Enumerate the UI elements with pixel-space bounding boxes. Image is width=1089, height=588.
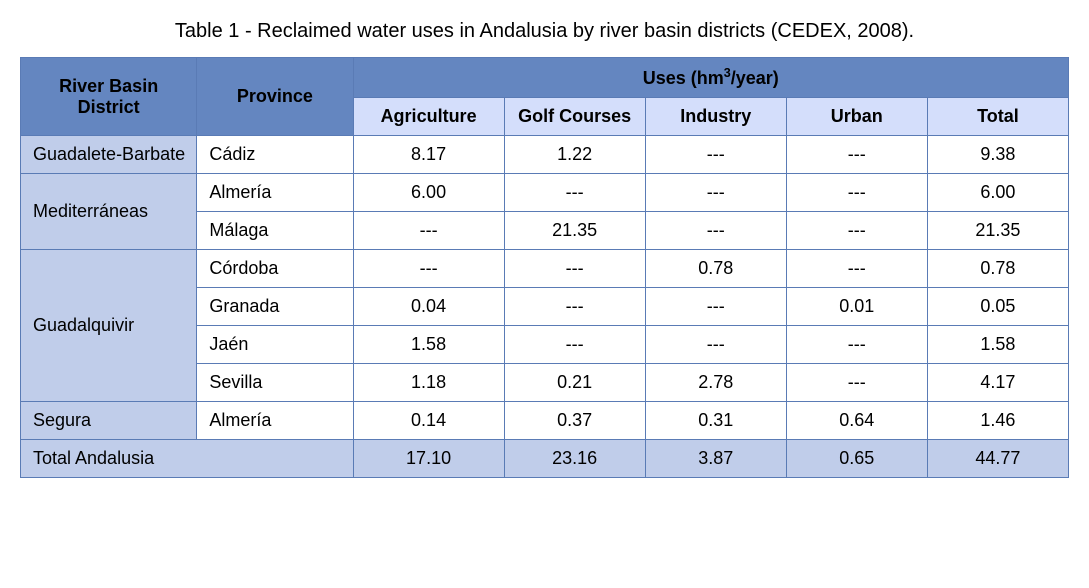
industry-cell: 0.78 [645, 250, 786, 288]
total-cell: 9.38 [927, 136, 1068, 174]
industry-cell: 2.78 [645, 364, 786, 402]
industry-cell: --- [645, 136, 786, 174]
header-uses-text: Uses (hm [643, 68, 724, 88]
total-cell: 21.35 [927, 212, 1068, 250]
golf-cell: --- [504, 250, 645, 288]
table-row: MediterráneasAlmería6.00---------6.00 [21, 174, 1069, 212]
industry-cell: --- [645, 174, 786, 212]
total-cell: 1.46 [927, 402, 1068, 440]
agriculture-cell: 8.17 [353, 136, 504, 174]
province-cell: Cádiz [197, 136, 353, 174]
urban-cell: --- [786, 212, 927, 250]
district-cell: Guadalete-Barbate [21, 136, 197, 174]
province-cell: Sevilla [197, 364, 353, 402]
industry-cell: 0.31 [645, 402, 786, 440]
total-industry: 3.87 [645, 440, 786, 478]
golf-cell: --- [504, 326, 645, 364]
golf-cell: 0.21 [504, 364, 645, 402]
province-cell: Almería [197, 174, 353, 212]
header-uses-sup: 3 [724, 66, 731, 80]
district-cell: Mediterráneas [21, 174, 197, 250]
agriculture-cell: 1.18 [353, 364, 504, 402]
urban-cell: 0.64 [786, 402, 927, 440]
golf-cell: 21.35 [504, 212, 645, 250]
total-agriculture: 17.10 [353, 440, 504, 478]
header-uses-suffix: /year) [731, 68, 779, 88]
header-golf: Golf Courses [504, 98, 645, 136]
total-cell: 6.00 [927, 174, 1068, 212]
header-industry: Industry [645, 98, 786, 136]
total-cell: 0.78 [927, 250, 1068, 288]
agriculture-cell: --- [353, 212, 504, 250]
agriculture-cell: 0.04 [353, 288, 504, 326]
header-province: Province [197, 58, 353, 136]
urban-cell: --- [786, 136, 927, 174]
province-cell: Córdoba [197, 250, 353, 288]
agriculture-cell: 1.58 [353, 326, 504, 364]
total-golf: 23.16 [504, 440, 645, 478]
industry-cell: --- [645, 212, 786, 250]
urban-cell: --- [786, 250, 927, 288]
total-row: Total Andalusia17.1023.163.870.6544.77 [21, 440, 1069, 478]
agriculture-cell: --- [353, 250, 504, 288]
urban-cell: 0.01 [786, 288, 927, 326]
header-district: River Basin District [21, 58, 197, 136]
golf-cell: --- [504, 174, 645, 212]
golf-cell: 0.37 [504, 402, 645, 440]
total-cell: 1.58 [927, 326, 1068, 364]
table-row: SeguraAlmería0.140.370.310.641.46 [21, 402, 1069, 440]
industry-cell: --- [645, 326, 786, 364]
total-urban: 0.65 [786, 440, 927, 478]
total-cell: 4.17 [927, 364, 1068, 402]
total-total: 44.77 [927, 440, 1068, 478]
agriculture-cell: 0.14 [353, 402, 504, 440]
urban-cell: --- [786, 364, 927, 402]
golf-cell: --- [504, 288, 645, 326]
header-agriculture: Agriculture [353, 98, 504, 136]
province-cell: Almería [197, 402, 353, 440]
district-cell: Segura [21, 402, 197, 440]
total-label: Total Andalusia [21, 440, 354, 478]
province-cell: Granada [197, 288, 353, 326]
table-caption: Table 1 - Reclaimed water uses in Andalu… [20, 20, 1069, 43]
water-uses-table: River Basin District Province Uses (hm3/… [20, 57, 1069, 478]
golf-cell: 1.22 [504, 136, 645, 174]
district-cell: Guadalquivir [21, 250, 197, 402]
province-cell: Jaén [197, 326, 353, 364]
urban-cell: --- [786, 326, 927, 364]
table-row: Guadalete-BarbateCádiz8.171.22------9.38 [21, 136, 1069, 174]
urban-cell: --- [786, 174, 927, 212]
agriculture-cell: 6.00 [353, 174, 504, 212]
table-row: GuadalquivirCórdoba------0.78---0.78 [21, 250, 1069, 288]
industry-cell: --- [645, 288, 786, 326]
header-urban: Urban [786, 98, 927, 136]
header-total: Total [927, 98, 1068, 136]
total-cell: 0.05 [927, 288, 1068, 326]
province-cell: Málaga [197, 212, 353, 250]
header-uses-group: Uses (hm3/year) [353, 58, 1069, 98]
